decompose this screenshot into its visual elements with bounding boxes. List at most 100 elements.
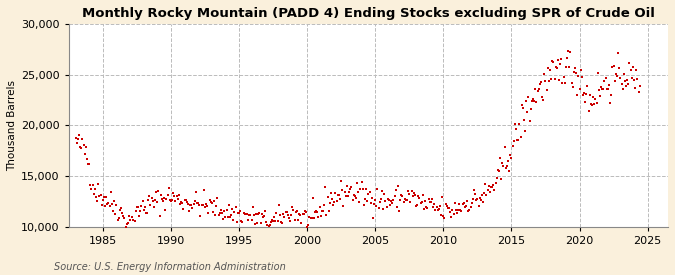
Point	[168, 191, 179, 195]
Point	[596, 85, 607, 89]
Point	[182, 202, 193, 206]
Point	[257, 215, 268, 220]
Point	[165, 197, 176, 202]
Point	[144, 194, 155, 199]
Point	[246, 218, 257, 223]
Point	[435, 204, 446, 208]
Point	[549, 77, 560, 81]
Point	[383, 198, 394, 203]
Point	[535, 82, 545, 86]
Point	[358, 203, 369, 207]
Point	[465, 205, 476, 209]
Point	[382, 197, 393, 201]
Point	[331, 199, 342, 204]
Point	[87, 183, 98, 188]
Point	[263, 223, 274, 228]
Point	[416, 200, 427, 205]
Point	[127, 215, 138, 219]
Point	[447, 208, 458, 212]
Point	[167, 197, 178, 202]
Point	[111, 203, 122, 208]
Point	[292, 209, 302, 213]
Point	[583, 109, 594, 113]
Point	[502, 164, 512, 168]
Point	[526, 99, 537, 104]
Point	[396, 192, 407, 197]
Point	[379, 191, 389, 196]
Point	[200, 205, 211, 209]
Point	[261, 219, 271, 224]
Point	[220, 215, 231, 219]
Point	[107, 209, 118, 214]
Point	[244, 213, 254, 218]
Point	[238, 210, 249, 215]
Point	[500, 145, 510, 149]
Point	[207, 210, 218, 214]
Point	[112, 218, 123, 222]
Point	[450, 201, 460, 206]
Point	[93, 182, 104, 186]
Point	[157, 197, 167, 201]
Point	[393, 184, 404, 188]
Point	[467, 196, 478, 201]
Point	[405, 200, 416, 204]
Point	[277, 220, 288, 225]
Point	[575, 68, 586, 73]
Point	[88, 191, 99, 196]
Point	[395, 197, 406, 202]
Point	[290, 210, 301, 214]
Point	[177, 201, 188, 205]
Point	[163, 186, 174, 190]
Point	[613, 51, 624, 55]
Point	[185, 203, 196, 208]
Point	[428, 205, 439, 210]
Point	[95, 192, 106, 197]
Point	[435, 213, 446, 217]
Point	[516, 103, 527, 107]
Point	[172, 197, 183, 201]
Point	[115, 207, 126, 212]
Point	[587, 103, 597, 107]
Point	[540, 79, 551, 84]
Point	[600, 76, 611, 81]
Point	[610, 72, 621, 76]
Point	[227, 207, 238, 211]
Point	[223, 202, 234, 207]
Point	[488, 183, 499, 187]
Point	[560, 81, 570, 85]
Point	[153, 189, 164, 194]
Point	[122, 221, 132, 226]
Point	[481, 192, 492, 197]
Point	[339, 189, 350, 194]
Point	[546, 77, 557, 81]
Point	[337, 188, 348, 192]
Point	[422, 205, 433, 210]
Point	[101, 195, 111, 199]
Point	[307, 196, 318, 201]
Point	[622, 78, 632, 82]
Point	[210, 213, 221, 218]
Point	[297, 212, 308, 217]
Point	[137, 199, 148, 203]
Point	[455, 208, 466, 212]
Point	[215, 211, 225, 215]
Point	[219, 209, 230, 214]
Point	[110, 212, 121, 216]
Point	[115, 205, 126, 210]
Point	[136, 204, 146, 208]
Point	[456, 209, 467, 213]
Point	[554, 78, 564, 82]
Point	[143, 198, 154, 202]
Point	[410, 193, 421, 197]
Point	[305, 215, 316, 220]
Point	[279, 215, 290, 219]
Point	[503, 159, 514, 163]
Point	[433, 206, 444, 211]
Point	[190, 190, 201, 194]
Point	[626, 76, 637, 81]
Point	[198, 188, 209, 192]
Point	[453, 207, 464, 212]
Point	[250, 221, 261, 226]
Point	[72, 137, 83, 141]
Point	[414, 196, 425, 200]
